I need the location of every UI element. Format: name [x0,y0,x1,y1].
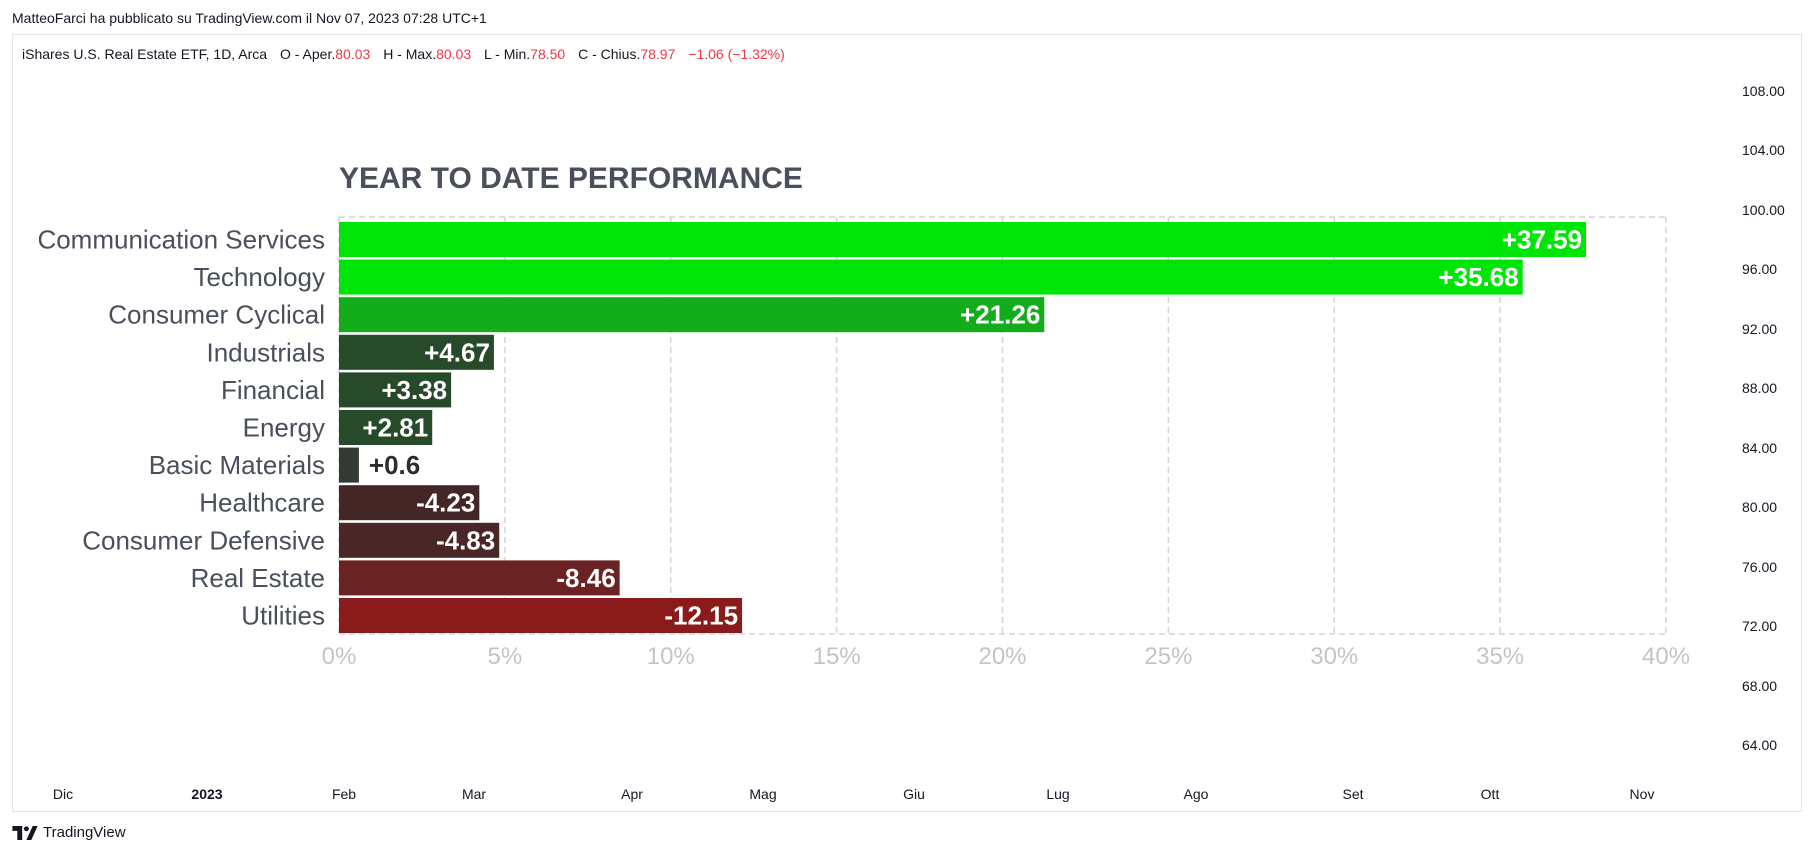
price-axis-label: 76.00 [1742,559,1778,575]
time-axis-label: Giu [903,786,925,802]
x-tick-label: 15% [813,643,861,670]
change-value: −1.06 (−1.32%) [688,46,785,62]
bar [339,447,359,483]
bar [339,334,494,370]
value-label: +4.67 [424,337,490,367]
category-label: Basic Materials [149,450,325,480]
chart-grid [338,216,1667,635]
x-tick-label: 5% [488,643,523,670]
x-tick-label: 25% [1144,643,1192,670]
chart-frame[interactable] [12,34,1802,812]
low-label: L - Min. [484,46,531,62]
tradingview-logo-icon [12,825,38,840]
value-label: +2.81 [362,413,428,443]
symbol-legend[interactable]: iShares U.S. Real Estate ETF, 1D, Arca O… [22,46,785,62]
value-label: -4.23 [416,488,475,518]
price-axis-label: 80.00 [1742,499,1778,515]
value-label: -4.83 [436,525,495,555]
category-label: Industrials [207,337,326,367]
time-axis-label: Nov [1629,786,1655,802]
x-tick-label: 0% [322,643,357,670]
category-label: Communication Services [37,225,325,255]
value-label: -8.46 [556,563,615,593]
category-label: Real Estate [191,563,325,593]
time-axis-label: Dic [52,786,74,802]
bar [339,560,620,596]
category-label: Healthcare [199,488,325,518]
footer-brand-name: TradingView [43,824,126,841]
footer-brand[interactable]: TradingView [12,824,126,841]
value-label: +0.6 [369,450,420,480]
time-axis-label: Mar [461,786,487,802]
bar [339,372,452,408]
category-label: Consumer Defensive [82,525,325,555]
high-label: H - Max. [383,46,437,62]
time-axis-label: Apr [621,786,643,802]
bar [339,259,1523,295]
open-value: 80.03 [335,46,371,62]
price-axis-label: 84.00 [1742,440,1778,456]
time-axis-label: Lug [1046,786,1070,802]
chart-x-ticks: 0% 5% 10% 15% 20% 25% 30% 35% 40% [322,643,1690,670]
x-tick-label: 20% [978,643,1026,670]
price-axis-label: 72.00 [1742,618,1778,634]
price-axis-label: 64.00 [1742,737,1778,753]
symbol-name[interactable]: iShares U.S. Real Estate ETF, 1D, Arca [22,46,268,62]
open-label: O - Aper. [280,46,336,62]
chart-title: YEAR TO DATE PERFORMANCE [339,162,803,195]
time-axis-label: Ott [1480,786,1500,802]
x-tick-label: 35% [1476,643,1524,670]
category-label: Consumer Cyclical [108,300,325,330]
category-label: Utilities [241,601,325,631]
price-axis-label: 96.00 [1742,261,1778,277]
value-label: +3.38 [381,375,447,405]
bar [339,297,1045,333]
close-label: C - Chius. [578,46,641,62]
time-axis-label-year: 2023 [191,786,223,802]
category-label: Financial [221,375,325,405]
time-axis-label: Feb [331,786,357,802]
time-axis-label: Mag [749,786,777,802]
bar [339,485,480,521]
price-axis-label: 92.00 [1742,321,1778,337]
value-label: +37.59 [1502,225,1582,255]
category-label: Energy [243,413,325,443]
value-label: +35.68 [1438,262,1518,292]
close-value: 78.97 [640,46,676,62]
price-axis-label: 104.00 [1742,142,1785,158]
high-value: 80.03 [436,46,472,62]
category-label: Technology [193,262,325,292]
time-axis-label: Ago [1183,786,1209,802]
low-value: 78.50 [530,46,566,62]
x-tick-label: 40% [1642,643,1690,670]
bar [339,410,433,445]
price-axis-label: 108.00 [1742,83,1785,99]
value-label: -12.15 [664,601,738,631]
publisher-line: MatteoFarci ha pubblicato su TradingView… [12,10,487,26]
price-axis-label: 88.00 [1742,380,1778,396]
time-axis-label: Set [1342,786,1364,802]
price-axis-label: 100.00 [1742,202,1785,218]
chart-bars: Communication Services +37.59 Technology +3… [37,222,1587,633]
x-tick-label: 10% [647,643,695,670]
bar [339,598,743,633]
bar [339,222,1587,257]
price-axis-label: 68.00 [1742,678,1778,694]
value-label: +21.26 [960,300,1040,330]
bar [339,522,500,558]
x-tick-label: 30% [1310,643,1358,670]
